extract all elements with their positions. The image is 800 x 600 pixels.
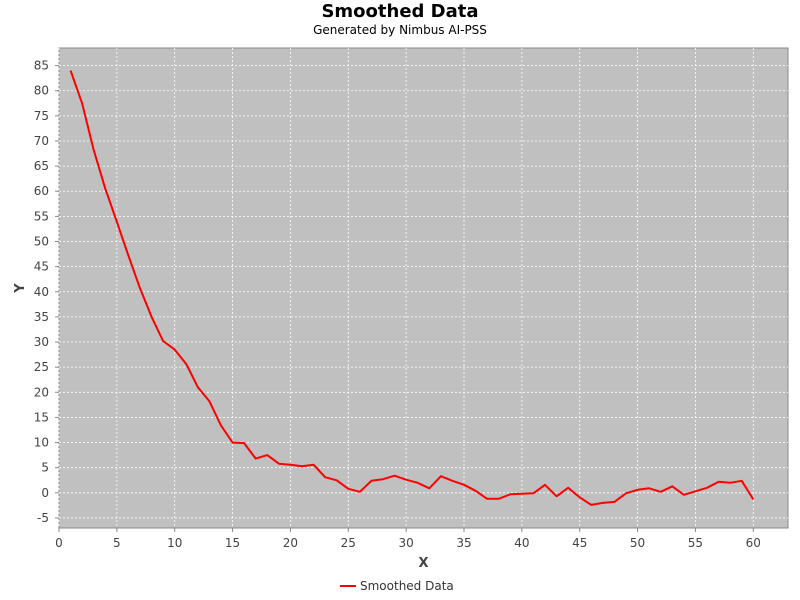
y-tick-label: 35 bbox=[34, 310, 49, 324]
y-tick-label: 20 bbox=[34, 385, 49, 399]
y-tick-label: 45 bbox=[34, 260, 49, 274]
series-layer bbox=[69, 70, 755, 506]
y-tick-label: 85 bbox=[34, 59, 49, 73]
x-tick-label: 50 bbox=[630, 536, 645, 550]
y-tick-label: 75 bbox=[34, 109, 49, 123]
x-tick-label: 25 bbox=[341, 536, 356, 550]
x-tick-label: 40 bbox=[514, 536, 529, 550]
legend: Smoothed Data bbox=[340, 579, 454, 593]
x-axis-label: X bbox=[418, 556, 428, 571]
axis-ticks: 0 5 10 15 20 25 30 35 40 45 50 55 60 -5 0 5 10 15 20 25 30 35… bbox=[34, 59, 761, 550]
legend-swatch bbox=[340, 585, 356, 587]
y-tick-label: 70 bbox=[34, 134, 49, 148]
y-tick-label: 5 bbox=[41, 461, 49, 475]
y-tick-label: -5 bbox=[37, 511, 49, 525]
x-tick-label: 35 bbox=[456, 536, 471, 550]
plot-area bbox=[58, 47, 789, 529]
legend-label: Smoothed Data bbox=[360, 579, 454, 593]
x-tick-label: 15 bbox=[225, 536, 240, 550]
y-tick-label: 30 bbox=[34, 335, 49, 349]
grid-lines bbox=[58, 48, 788, 528]
x-tick-label: 30 bbox=[399, 536, 414, 550]
y-tick-label: 50 bbox=[34, 235, 49, 249]
y-tick-label: 65 bbox=[34, 159, 49, 173]
y-tick-label: 0 bbox=[41, 486, 49, 500]
y-axis-label: Y bbox=[13, 283, 28, 294]
y-tick-label: 15 bbox=[34, 410, 49, 424]
x-tick-label: 0 bbox=[55, 536, 63, 550]
y-tick-label: 55 bbox=[34, 209, 49, 223]
y-tick-label: 40 bbox=[34, 285, 49, 299]
y-tick-label: 80 bbox=[34, 84, 49, 98]
x-tick-label: 55 bbox=[688, 536, 703, 550]
x-tick-label: 20 bbox=[283, 536, 298, 550]
y-tick-label: 25 bbox=[34, 360, 49, 374]
x-tick-label: 45 bbox=[572, 536, 587, 550]
y-tick-label: 10 bbox=[34, 436, 49, 450]
x-tick-label: 60 bbox=[746, 536, 761, 550]
x-tick-label: 10 bbox=[167, 536, 182, 550]
y-tick-label: 60 bbox=[34, 184, 49, 198]
chart-subtitle: Generated by Nimbus AI-PSS bbox=[313, 23, 487, 37]
series-line-smoothed-data bbox=[69, 70, 755, 506]
x-tick-label: 5 bbox=[113, 536, 121, 550]
chart-title: Smoothed Data bbox=[321, 1, 479, 22]
